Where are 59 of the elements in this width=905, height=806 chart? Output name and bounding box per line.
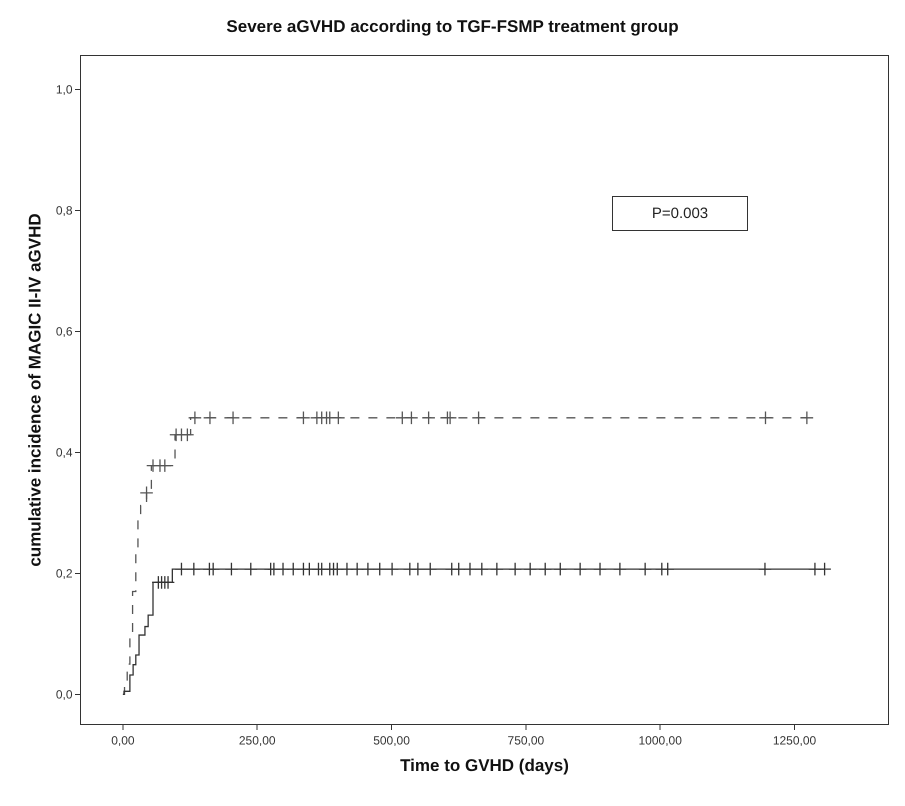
point [188, 410, 202, 425]
point [490, 562, 504, 576]
point [660, 562, 675, 576]
y-tick-label: 0,8 [56, 203, 73, 218]
y-tick-label: 0,0 [56, 688, 73, 702]
chart-title: Severe aGVHD according to TGF-FSMP treatment group [226, 17, 679, 36]
point [612, 562, 627, 576]
point [452, 562, 466, 576]
point [593, 562, 607, 576]
point [158, 458, 172, 473]
point [638, 562, 652, 576]
y-tick-label: 1,0 [56, 82, 73, 96]
x-tick-label: 500,00 [373, 734, 410, 748]
point [224, 562, 238, 576]
y-axis-title: cumulative incidence of MAGIC II-IV aGVHD [25, 213, 44, 567]
point [203, 410, 217, 425]
point [472, 410, 486, 425]
y-tick-label: 0,6 [56, 324, 73, 339]
point [385, 562, 400, 576]
point [422, 410, 436, 425]
point [800, 410, 814, 425]
point [340, 562, 354, 576]
x-tick-label: 250,00 [238, 734, 276, 748]
point [523, 562, 538, 576]
x-tick-label: 0,00 [111, 734, 135, 748]
point [538, 562, 552, 576]
point [140, 486, 154, 500]
point [463, 562, 477, 576]
point [226, 410, 240, 425]
point [553, 562, 568, 576]
point [508, 562, 522, 576]
point [372, 562, 387, 576]
annotation: P=0.003 [652, 205, 708, 222]
point [818, 562, 832, 576]
x-tick-label: 1250,00 [772, 734, 817, 748]
point [423, 562, 438, 576]
point [474, 562, 489, 576]
point [180, 428, 194, 442]
point [331, 410, 346, 425]
y-tick-label: 0,2 [56, 566, 73, 581]
point [410, 562, 425, 576]
point [758, 562, 772, 576]
point [186, 562, 201, 576]
point [161, 575, 175, 590]
point [404, 410, 418, 425]
x-tick-label: 750,00 [508, 734, 545, 748]
point [206, 562, 220, 576]
y-tick-label: 0,4 [56, 446, 73, 460]
x-tick-label: 1000,00 [638, 734, 682, 748]
point [758, 410, 772, 425]
point [244, 562, 258, 576]
point [296, 410, 310, 425]
point [174, 562, 188, 576]
point [360, 562, 375, 576]
point [573, 562, 588, 576]
point [350, 562, 364, 576]
point [276, 562, 290, 576]
x-axis-title: Time to GVHD (days) [400, 756, 569, 775]
point [443, 410, 458, 425]
